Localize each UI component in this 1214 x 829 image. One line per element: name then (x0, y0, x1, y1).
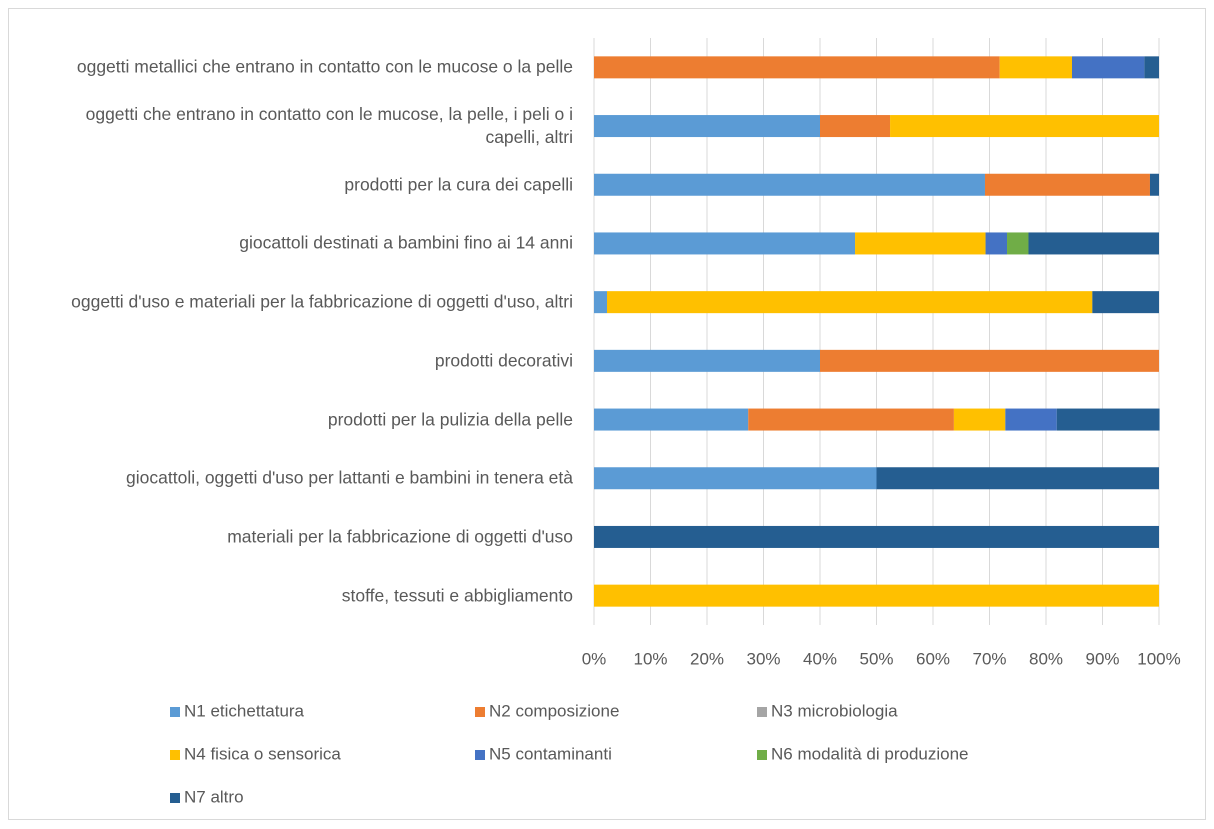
legend-swatch (757, 707, 767, 717)
category-label: materiali per la fabbricazione di oggett… (227, 526, 573, 547)
category-label: prodotti per la cura dei capelli (344, 174, 573, 195)
bar-segment (820, 115, 891, 138)
legend-label: N4 fisica o sensorica (184, 744, 341, 763)
x-tick-label: 80% (1029, 649, 1063, 668)
bar-segment (1056, 408, 1160, 431)
x-tick-label: 50% (859, 649, 893, 668)
bar-segment (594, 232, 856, 255)
category-label: giocattoli, oggetti d'uso per lattanti e… (126, 467, 573, 488)
x-tick-label: 60% (916, 649, 950, 668)
category-label: prodotti per la pulizia della pelle (327, 409, 573, 430)
x-tick-label: 30% (746, 649, 780, 668)
legend-swatch (170, 707, 180, 717)
legend-swatch (475, 750, 485, 760)
bar-segment (1149, 173, 1159, 196)
bar-segment (606, 291, 1093, 314)
bar-segment (594, 291, 607, 314)
legend-label: N3 microbiologia (771, 701, 898, 720)
x-tick-label: 100% (1137, 649, 1180, 668)
bar-segment (855, 232, 986, 255)
bar-segment (984, 173, 1150, 196)
category-label: stoffe, tessuti e abbigliamento (341, 585, 573, 606)
bar-segment (594, 525, 1159, 548)
chart-border (8, 8, 1206, 820)
bar-segment (876, 467, 1159, 490)
bar-segment (594, 584, 1159, 607)
category-label: oggetti che entrano in contatto con le m… (85, 104, 573, 148)
x-tick-label: 90% (1085, 649, 1119, 668)
category-label: giocattoli destinati a bambini fino ai 1… (239, 232, 573, 253)
bar-segment (890, 115, 1159, 138)
bar-segment (985, 232, 1008, 255)
bar-segment (594, 173, 985, 196)
legend-swatch (757, 750, 767, 760)
bar-segment (748, 408, 954, 431)
x-tick-label: 0% (582, 649, 607, 668)
bar-segment (594, 349, 820, 372)
bar-segment (594, 56, 1000, 79)
bar-segment (1092, 291, 1159, 314)
bar-segment (1071, 56, 1145, 79)
bar-segment (820, 349, 1159, 372)
bar-segment (999, 56, 1072, 79)
bar-segment (594, 115, 820, 138)
bar-segment (953, 408, 1006, 431)
legend-label: N2 composizione (489, 701, 619, 720)
x-tick-label: 70% (972, 649, 1006, 668)
legend-label: N5 contaminanti (489, 744, 612, 763)
bar-segment (1144, 56, 1159, 79)
category-label: prodotti decorativi (434, 350, 573, 371)
x-tick-label: 20% (690, 649, 724, 668)
legend-swatch (170, 793, 180, 803)
legend-label: N1 etichettatura (184, 701, 305, 720)
legend-swatch (170, 750, 180, 760)
legend-label: N7 altro (184, 787, 244, 806)
bar-segment (1028, 232, 1159, 255)
bar-segment (594, 408, 749, 431)
category-label: oggetti metallici che entrano in contatt… (76, 56, 573, 77)
x-tick-label: 40% (803, 649, 837, 668)
bar-segment (1007, 232, 1029, 255)
legend-label: N6 modalità di produzione (771, 744, 969, 763)
category-label: oggetti d'uso e materiali per la fabbric… (71, 291, 573, 312)
x-tick-label: 10% (633, 649, 667, 668)
bar-segment (1005, 408, 1057, 431)
bar-segment (594, 467, 877, 490)
legend-swatch (475, 707, 485, 717)
